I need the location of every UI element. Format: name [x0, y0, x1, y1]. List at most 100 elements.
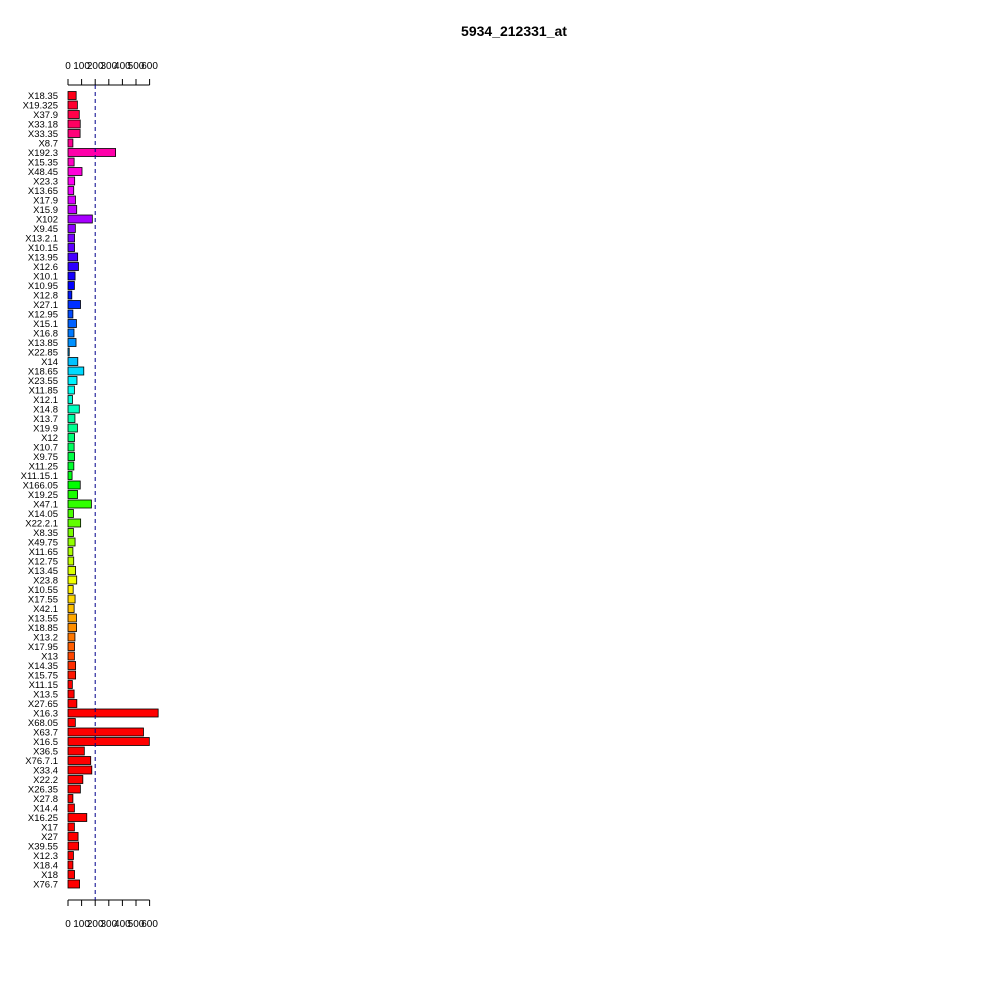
bar: [67, 718, 76, 727]
bottom-axis-tick-label: 0: [65, 919, 71, 930]
bar: [67, 727, 144, 737]
category-label: X11.15: [29, 680, 58, 691]
bar: [67, 262, 79, 271]
category-label: X47.1: [33, 500, 58, 511]
bar: [67, 699, 78, 708]
category-label: X15.1: [33, 319, 58, 330]
category-label: X13.5: [33, 690, 58, 701]
category-label: X27.1: [33, 300, 58, 311]
bar: [67, 157, 75, 167]
category-label: X22.2.1: [25, 519, 58, 530]
bar: [67, 281, 75, 290]
bar: [67, 271, 76, 281]
category-label: X33.18: [28, 120, 58, 131]
category-label: X76.7.1: [25, 756, 58, 767]
category-label: X26.35: [28, 785, 58, 796]
top-axis-tick-label: 600: [141, 61, 158, 72]
bar: [67, 442, 75, 452]
category-label: X19.325: [23, 101, 58, 112]
bar: [67, 490, 78, 499]
bar: [67, 319, 77, 328]
category-label: X9.45: [33, 224, 58, 235]
category-label: X18.85: [28, 623, 58, 634]
category-label: X18: [41, 870, 58, 881]
bar: [67, 566, 77, 575]
bar: [67, 775, 84, 784]
top-axis-tick-label: 100: [73, 61, 90, 72]
bar: [67, 404, 80, 414]
bar: [67, 556, 75, 566]
bottom-axis-tick-label: 400: [114, 919, 131, 930]
category-label: X15.35: [28, 158, 58, 169]
bar: [67, 509, 74, 518]
category-label: X18.35: [28, 91, 58, 102]
category-label: X16.5: [33, 737, 58, 748]
bar: [67, 395, 73, 404]
bar: [67, 851, 74, 860]
top-axis-tick-label: 500: [128, 61, 145, 72]
bar: [67, 632, 76, 642]
category-label: X27.8: [33, 794, 58, 805]
bar: [67, 813, 88, 822]
bottom-axis-tick-label: 300: [100, 919, 117, 930]
category-label: X14: [41, 357, 58, 368]
bar: [67, 680, 73, 689]
category-label: X10.55: [28, 585, 58, 596]
category-label: X13.85: [28, 338, 58, 349]
category-label: X76.7: [33, 880, 58, 891]
category-label: X14.8: [33, 405, 58, 416]
bar: [67, 433, 75, 442]
bar: [67, 537, 76, 547]
bar: [67, 594, 76, 604]
top-axis-tick-label: 400: [114, 61, 131, 72]
bar: [67, 651, 75, 661]
bottom-axis-tick-label: 200: [87, 919, 104, 930]
bar: [67, 252, 79, 262]
category-label: X16.3: [33, 709, 58, 720]
bar: [67, 613, 77, 623]
category-label: X68.05: [28, 718, 58, 729]
top-axis-tick-label: 200: [87, 61, 104, 72]
bar: [67, 366, 85, 376]
bar: [67, 138, 74, 148]
category-label: X8.7: [38, 139, 58, 150]
bar: [67, 784, 81, 794]
category-label: X12.6: [33, 262, 58, 273]
category-label: X12.8: [33, 291, 58, 302]
bar: [67, 642, 75, 651]
category-label: X63.7: [33, 728, 58, 739]
category-label: X18.4: [33, 861, 58, 872]
bar: [67, 575, 78, 585]
category-label: X11.15.1: [21, 471, 58, 482]
bar: [67, 822, 75, 832]
bar: [67, 879, 80, 889]
bar: [67, 376, 78, 385]
bar: [67, 737, 150, 746]
bar: [67, 841, 80, 851]
bottom-axis-tick-label: 500: [128, 919, 145, 930]
category-label: X12.3: [33, 851, 58, 862]
category-label: X33.35: [28, 129, 58, 140]
category-label: X13.2.1: [25, 234, 58, 245]
bar: [67, 195, 76, 205]
category-label: X14.4: [33, 804, 58, 815]
category-label: X192.3: [28, 148, 58, 159]
category-label: X17: [41, 823, 58, 834]
bar: [67, 91, 77, 100]
bar: [67, 110, 80, 119]
bar: [67, 746, 85, 756]
category-label: X14.05: [28, 509, 58, 520]
category-label: X22.2: [33, 775, 58, 786]
category-label: X22.85: [28, 348, 58, 359]
bar: [67, 300, 81, 309]
category-label: X13.2: [33, 633, 58, 644]
category-label: X8.35: [33, 528, 58, 539]
bar: [67, 860, 74, 870]
bar: [67, 347, 70, 357]
bar: [67, 499, 92, 509]
category-label: X17.9: [33, 196, 58, 207]
category-label: X10.95: [28, 281, 58, 292]
